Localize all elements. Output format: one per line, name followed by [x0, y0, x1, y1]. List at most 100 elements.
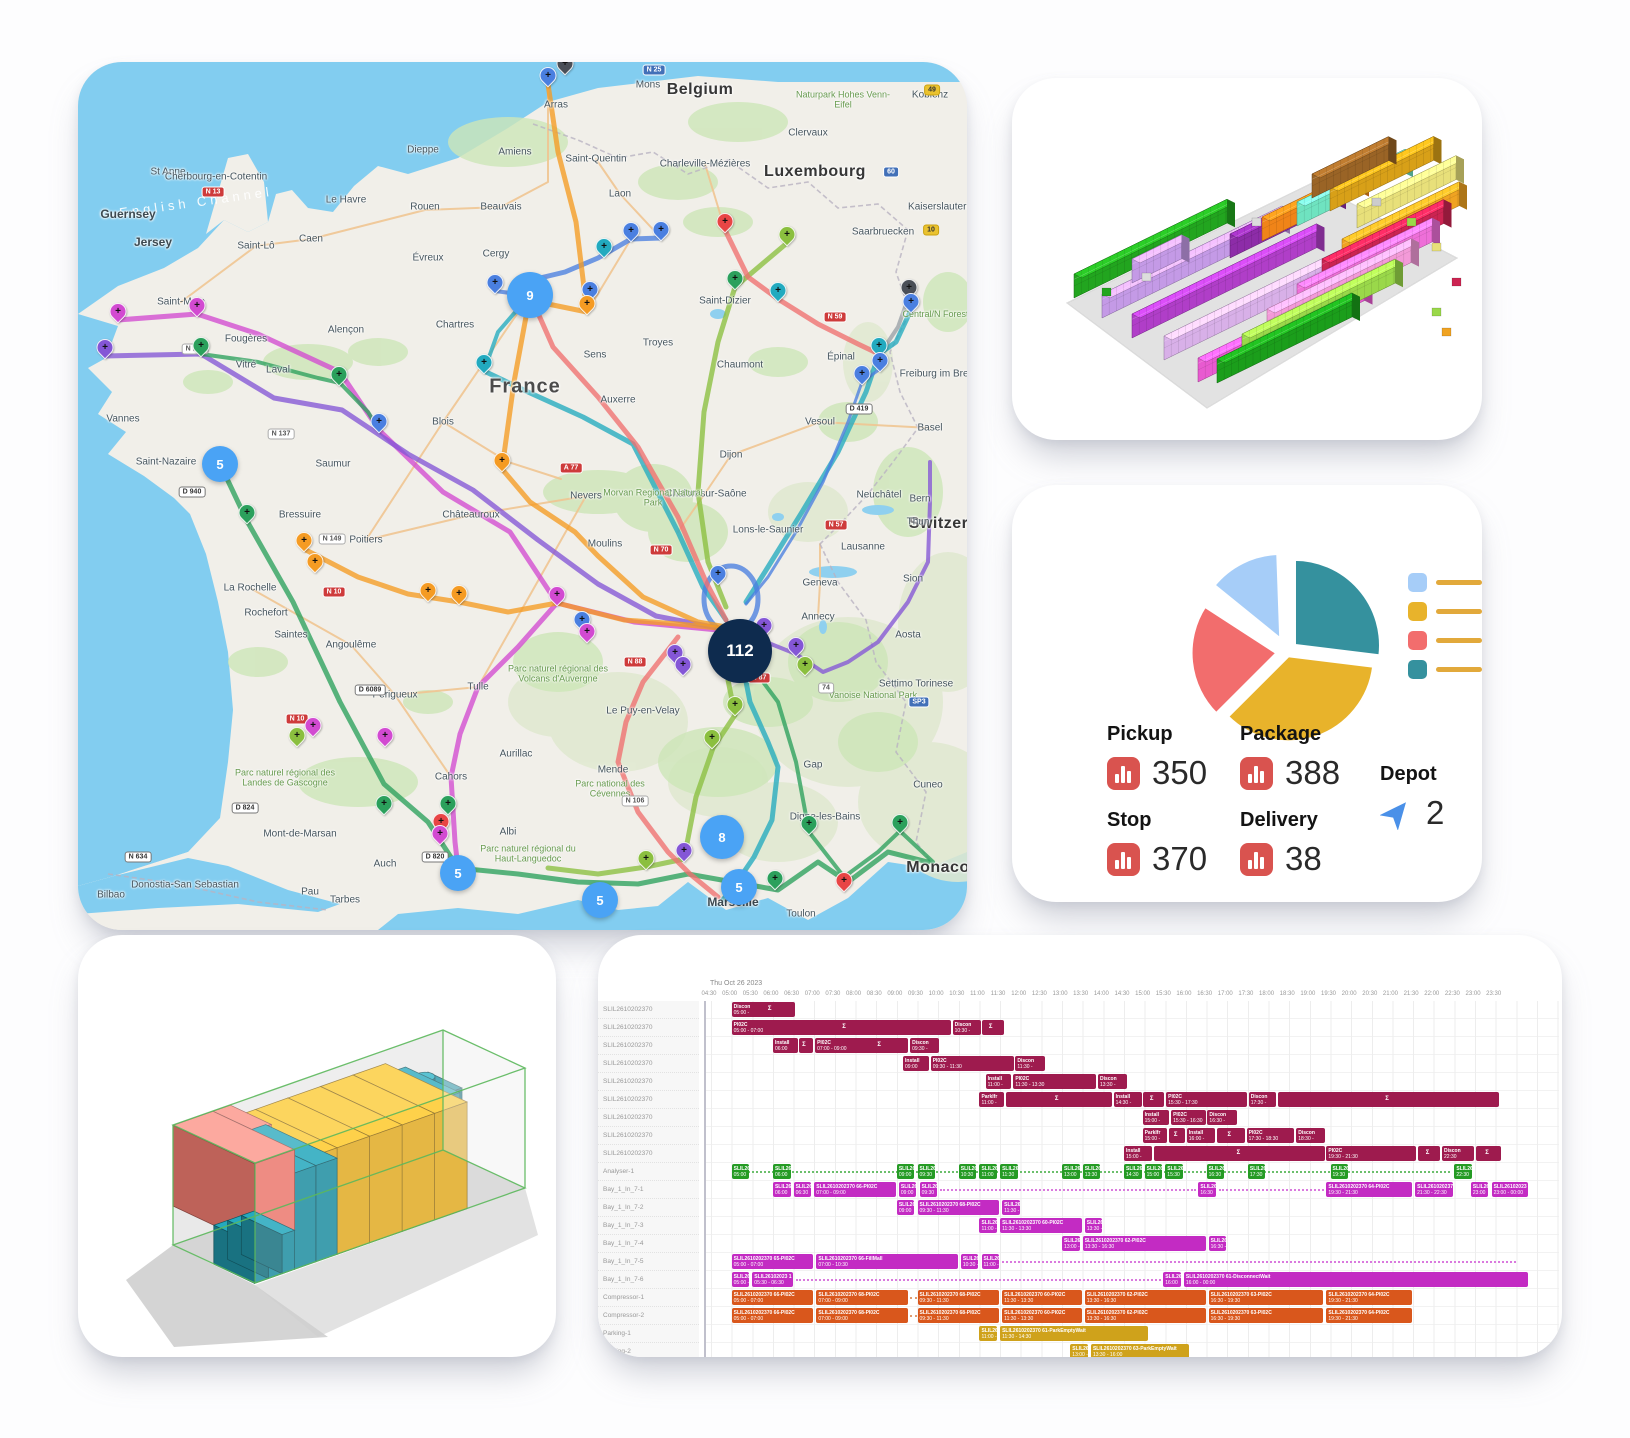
map-pin[interactable]: +	[792, 652, 818, 677]
route-line[interactable]	[545, 644, 738, 877]
map-pin[interactable]: +	[898, 289, 924, 314]
map-pin[interactable]: +	[783, 633, 809, 658]
gantt-task-bar[interactable]: Discon 22:30	[1442, 1146, 1475, 1161]
gantt-task-bar[interactable]: Σ	[1169, 1128, 1185, 1143]
map-pin[interactable]: +	[482, 270, 508, 295]
gantt-task-bar[interactable]: Install 15:00 -	[1124, 1146, 1152, 1161]
map-pin[interactable]: +	[762, 866, 788, 891]
gantt-task-bar[interactable]: SLIL26 15:00	[1144, 1164, 1163, 1179]
map-pin[interactable]: +	[648, 217, 674, 242]
map-pin[interactable]: +	[92, 335, 118, 360]
gantt-task-bar[interactable]: SLIL26 11:00	[979, 1164, 998, 1179]
route-line[interactable]	[615, 634, 721, 900]
map-pin[interactable]: +	[849, 361, 875, 386]
map-pin[interactable]: +	[774, 222, 800, 247]
gantt-task-bar[interactable]: PI02C 15:30 - 16:30	[1171, 1110, 1206, 1125]
gantt-task-bar[interactable]: SLIL26 09:30	[917, 1164, 936, 1179]
map-pin[interactable]: +	[446, 581, 472, 606]
gantt-task-bar[interactable]: Σ	[1216, 1128, 1245, 1143]
gantt-task-bar[interactable]: SLIL26 11:00 -	[979, 1326, 998, 1341]
route-line[interactable]	[527, 292, 729, 623]
map-pin[interactable]: +	[415, 578, 441, 603]
gantt-task-bar[interactable]: SLIL2610202370 61-DisconnectWait 16:00 - …	[1183, 1272, 1528, 1287]
gantt-task-bar[interactable]: SLIL26 11:30 -	[1002, 1200, 1020, 1215]
gantt-task-bar[interactable]: SLIL2610202370 62-PI02C 13:30 - 16:30	[1082, 1236, 1206, 1251]
gantt-task-bar[interactable]: PI02C 19:30 - 21:30	[1326, 1146, 1417, 1161]
gantt-task-bar[interactable]: SLIL2610202370 62-PI02C 13:30 - 16:30	[1084, 1290, 1206, 1305]
vehicle-pie-chart[interactable]	[1012, 507, 1482, 747]
gantt-task-bar[interactable]: SLIL2610202370 68-PI02C 09:30 - 11:30	[917, 1200, 1000, 1215]
route-line[interactable]	[102, 351, 721, 631]
map-pin[interactable]: +	[831, 868, 857, 893]
gantt-task-bar[interactable]: Install 11:00 -	[985, 1074, 1012, 1089]
gantt-task-bar[interactable]: Σ	[1418, 1146, 1441, 1161]
map-pin[interactable]: +	[633, 846, 659, 871]
gantt-task-bar[interactable]: SLIL2610202370 60-PI02C 11:30 - 13:30	[1000, 1218, 1082, 1233]
gantt-task-bar[interactable]: SLIL26 23:00	[1470, 1182, 1489, 1197]
map-pin[interactable]: +	[371, 791, 397, 816]
gantt-task-bar[interactable]: Σ	[1153, 1146, 1325, 1161]
route-line[interactable]	[722, 227, 882, 357]
pie-slice-blue[interactable]	[1212, 552, 1283, 641]
route-line[interactable]	[499, 292, 729, 630]
gantt-task-bar[interactable]: SLIL2610202370 66-PI02C 05:00 - 07:00	[731, 1290, 814, 1305]
gantt-task-bar[interactable]: Σ	[1143, 1092, 1165, 1107]
gantt-task-bar[interactable]: PI02C 11:30 - 13:30	[1013, 1074, 1097, 1089]
gantt-task-bar[interactable]: SLIL26 09:00	[896, 1164, 915, 1179]
gantt-task-bar[interactable]: SLIL2610202370 68-PI02C 07:00 - 09:00	[816, 1308, 909, 1323]
cluster-marker[interactable]: 5	[721, 869, 757, 905]
map-pin[interactable]: +	[591, 234, 617, 259]
gantt-task-bar[interactable]: SLIL26 10:30	[958, 1164, 977, 1179]
gantt-task-bar[interactable]: SLIL26 05:00 -	[731, 1272, 750, 1287]
route-line[interactable]	[448, 600, 560, 871]
map-pin[interactable]: +	[765, 278, 791, 303]
map-pin[interactable]: +	[699, 725, 725, 750]
map-pin[interactable]: +	[366, 409, 392, 434]
gantt-task-bar[interactable]: SLIL2610202370 63-ParkEmptyWait 13:30 - 1…	[1090, 1344, 1190, 1357]
route-line[interactable]	[738, 460, 932, 674]
map-pin[interactable]: +	[291, 528, 317, 553]
gantt-task-bar[interactable]: SLIL2610202370 61-ParkEmptyWait 11:30 - 1…	[1000, 1326, 1148, 1341]
gantt-task-bar[interactable]: PI02C 09:30 - 11:30	[930, 1056, 1014, 1071]
gantt-task-bar[interactable]: Discon 18:30 -	[1296, 1128, 1326, 1143]
cluster-marker[interactable]: 5	[440, 855, 476, 891]
cluster-marker[interactable]: 5	[582, 882, 618, 918]
gantt-task-bar[interactable]: Discon 13:30 -	[1097, 1074, 1128, 1089]
map-canvas[interactable]	[78, 62, 967, 930]
legend-item[interactable]	[1408, 602, 1482, 621]
gantt-task-bar[interactable]: Discon 17:30 -	[1248, 1092, 1276, 1107]
gantt-task-bar[interactable]: SLIL26102023 1 05:30 - 06:30	[752, 1272, 793, 1287]
pie-slice-red[interactable]	[1189, 604, 1279, 716]
gantt-task-bar[interactable]: PI02C 07:00 - 09:00 Σ	[815, 1038, 909, 1053]
gantt-task-bar[interactable]: SLIL261020237 21:30 - 22:30	[1415, 1182, 1454, 1197]
pie-slice-teal[interactable]	[1292, 557, 1382, 658]
legend-item[interactable]	[1408, 631, 1482, 650]
map-pin[interactable]: +	[670, 652, 696, 677]
gantt-task-bar[interactable]: Install 14:30 -	[1113, 1092, 1142, 1107]
map-pin[interactable]: +	[887, 810, 913, 835]
legend-item[interactable]	[1408, 660, 1482, 679]
gantt-task-bar[interactable]: Install 09:00	[903, 1056, 929, 1071]
gantt-task-bar[interactable]: SLIL26 10:30 -	[960, 1254, 979, 1269]
gantt-task-bar[interactable]: SLIL26 13:30	[1082, 1164, 1101, 1179]
gantt-task-bar[interactable]: PI02C 15:30 - 17:30	[1166, 1092, 1247, 1107]
map-pin[interactable]: +	[471, 350, 497, 375]
map-pin[interactable]: +	[489, 448, 515, 473]
gantt-task-bar[interactable]: SLIL26 16:30	[1206, 1164, 1225, 1179]
map-pin[interactable]: +	[722, 266, 748, 291]
gantt-task-bar[interactable]: Discon 11:30 -	[1015, 1056, 1045, 1071]
gantt-task-bar[interactable]: Discon 16:30 -	[1207, 1110, 1237, 1125]
gantt-task-bar[interactable]: SLIL26 05:00	[731, 1164, 750, 1179]
gantt-task-bar[interactable]: SLIL26102023 23:00 - 00:00	[1491, 1182, 1528, 1197]
map-pin[interactable]: +	[671, 838, 697, 863]
gantt-task-bar[interactable]: SLIL2610202370 68-PI02C 09:30 - 11:30	[917, 1308, 1000, 1323]
gantt-task-bar[interactable]: SLIL26 09:00	[898, 1182, 917, 1197]
map-pin[interactable]: +	[372, 723, 398, 748]
map-pin[interactable]: +	[722, 692, 748, 717]
map-pin[interactable]: +	[184, 293, 210, 318]
map-pin[interactable]: +	[574, 619, 600, 644]
map-pin[interactable]: +	[867, 348, 893, 373]
gantt-plot-area[interactable]: Discon 05:00 - Σ PI02C 05:00 - 07:00 Σ Discon 1…	[704, 1001, 1559, 1357]
route-line[interactable]	[301, 546, 721, 631]
gantt-task-bar[interactable]: SLIL26 16:00	[1163, 1272, 1181, 1287]
